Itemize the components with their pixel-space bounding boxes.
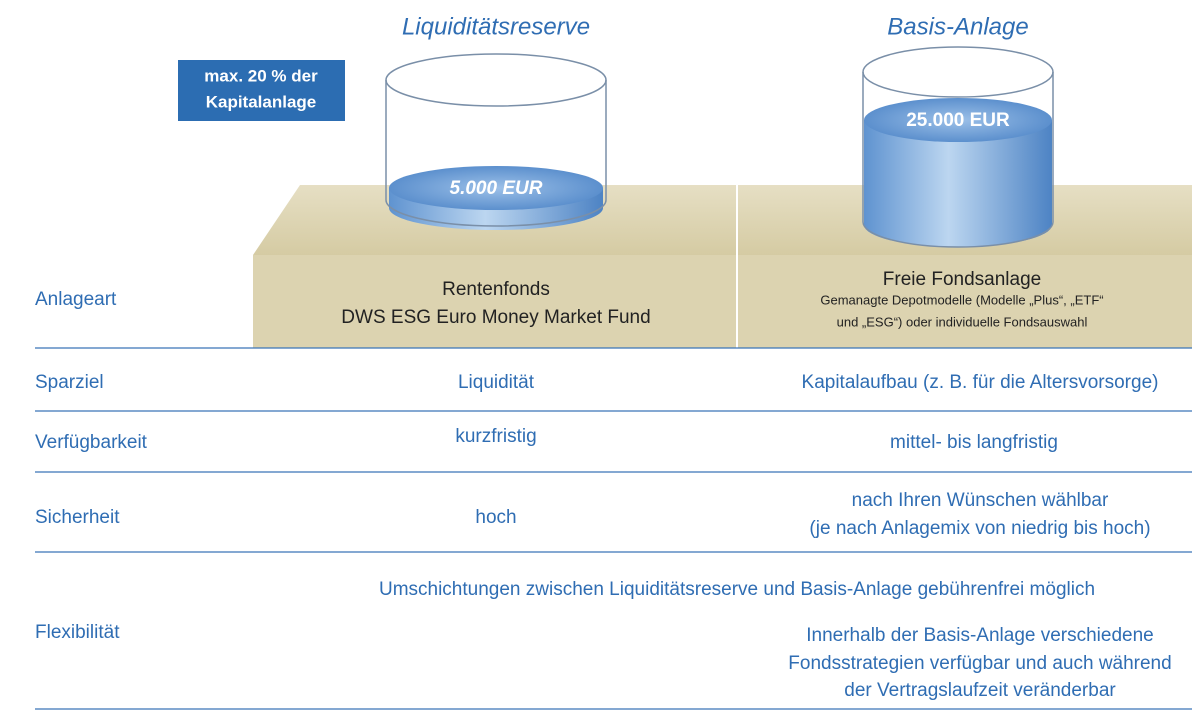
amount: 25.000 EUR	[906, 110, 1010, 131]
row-label: Sicherheit	[35, 507, 120, 528]
cell-text: (je nach Anlagemix von niedrig bis hoch)	[809, 518, 1150, 539]
row-label: Flexibilität	[35, 622, 120, 643]
cell-text: mittel- bis langfristig	[890, 432, 1058, 453]
cylinder: 5.000 EUR	[385, 53, 607, 230]
cell-text: Innerhalb der Basis-Anlage verschiedene	[806, 625, 1154, 646]
badge-text: Kapitalanlage	[206, 92, 317, 111]
badge	[178, 60, 345, 121]
column-title: Basis-Anlage	[887, 13, 1028, 40]
amount: 5.000 EUR	[450, 178, 543, 199]
cell-text: hoch	[475, 507, 516, 528]
platform-front	[253, 255, 1192, 348]
cell-text: Rentenfonds	[442, 279, 550, 300]
cell-text: und „ESG“) oder individuelle Fondsauswah…	[837, 314, 1088, 329]
row-label: Sparziel	[35, 372, 104, 393]
cell-text: Fondsstrategien verfügbar und auch währe…	[788, 653, 1171, 674]
cell-text: DWS ESG Euro Money Market Fund	[341, 307, 650, 328]
row-label: Verfügbarkeit	[35, 432, 148, 453]
row-label: Anlageart	[35, 289, 117, 310]
cylinder: 25.000 EUR	[862, 46, 1054, 248]
column-title: Liquiditätsreserve	[402, 13, 590, 40]
cell-text: kurzfristig	[455, 426, 536, 447]
cell-text: nach Ihren Wünschen wählbar	[852, 490, 1109, 511]
cell-text: Kapitalaufbau (z. B. für die Altersvorso…	[802, 372, 1159, 393]
cell-text: der Vertragslaufzeit veränderbar	[844, 680, 1116, 701]
cell-text: Freie Fondsanlage	[883, 269, 1041, 290]
span-text: Umschichtungen zwischen Liquiditätsreser…	[379, 579, 1095, 600]
badge-text: max. 20 % der	[204, 66, 318, 85]
cell-text: Gemanagte Depotmodelle (Modelle „Plus“, …	[820, 292, 1103, 307]
cell-text: Liquidität	[458, 372, 535, 393]
